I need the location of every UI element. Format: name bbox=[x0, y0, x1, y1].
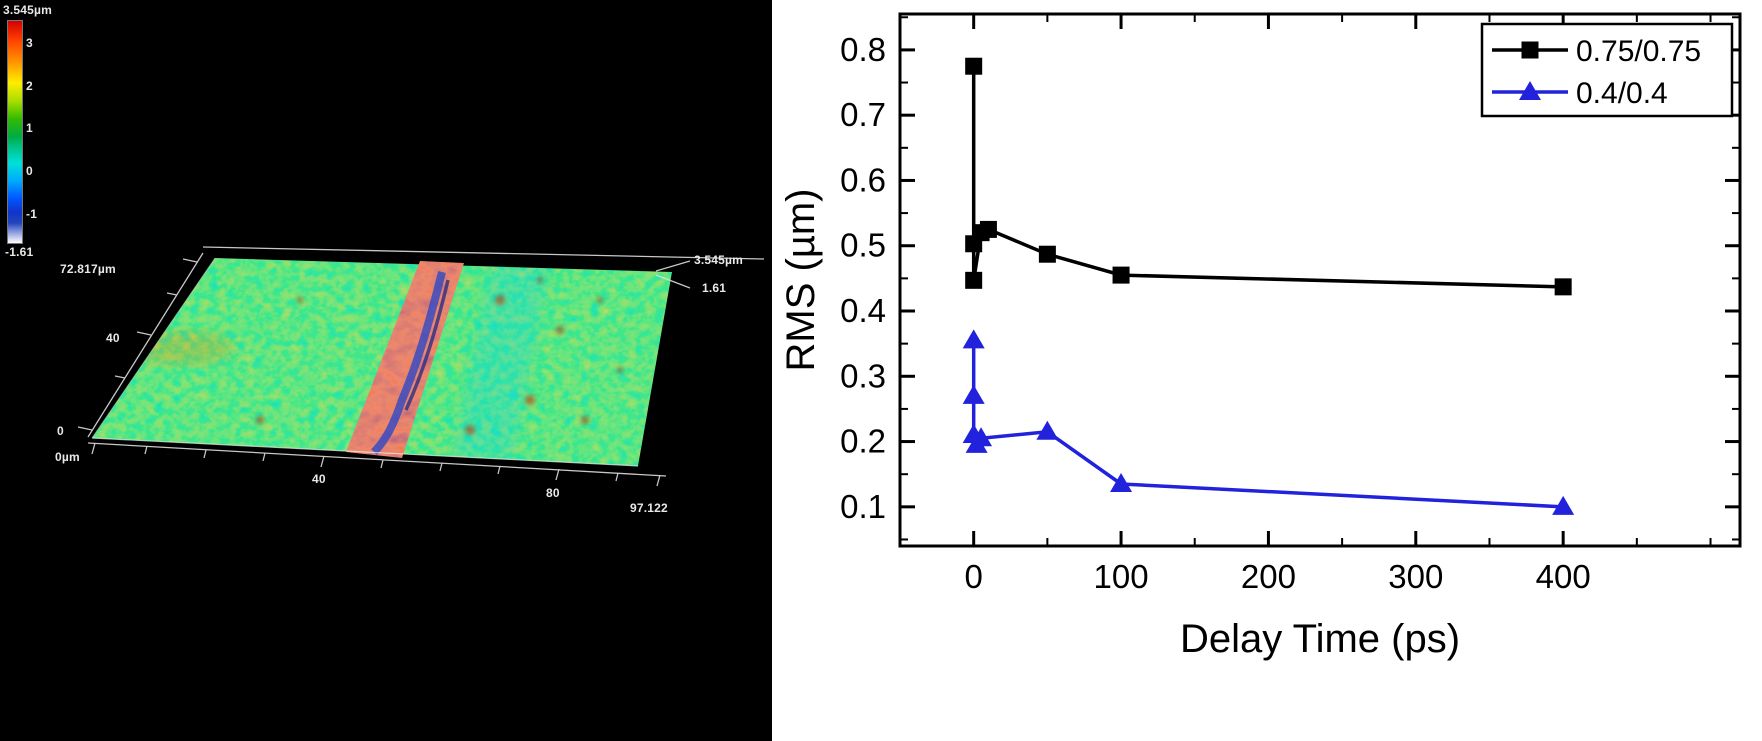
x-tick-label: 200 bbox=[1241, 558, 1296, 595]
y-tick-label: 0.4 bbox=[840, 292, 886, 329]
rms-vs-delay-chart: 0 100 200 300 400 0.1 0.2 0.3 0.4 0.5 0.6 0.7 0.8 0.7… bbox=[779, 12, 1742, 661]
colorbar-tick: 2 bbox=[26, 79, 33, 93]
y-axis-zero-label: 0 bbox=[57, 424, 64, 438]
data-point bbox=[979, 220, 997, 238]
data-point bbox=[1110, 472, 1133, 492]
data-point bbox=[1554, 278, 1572, 296]
data-point bbox=[1038, 245, 1056, 263]
surface-plot-graphic bbox=[77, 246, 765, 487]
data-point bbox=[965, 57, 983, 75]
data-point bbox=[1036, 420, 1059, 440]
z-axis-mid-label: 1.61 bbox=[702, 281, 727, 295]
x-axis-title: Delay Time (ps) bbox=[1180, 617, 1460, 661]
x-axis-mid-label: 40 bbox=[312, 472, 326, 486]
debris-speckles bbox=[256, 277, 623, 435]
data-point bbox=[962, 384, 985, 404]
y-axis-max-label: 72.817µm bbox=[60, 262, 116, 276]
y-tick-label: 0.7 bbox=[840, 96, 886, 133]
x-axis-80-label: 80 bbox=[546, 486, 560, 500]
data-point bbox=[965, 271, 983, 289]
y-tick-label: 0.8 bbox=[840, 31, 886, 68]
x-tick-label: 300 bbox=[1388, 558, 1443, 595]
colorbar-tick: -1 bbox=[26, 207, 38, 221]
legend-marker bbox=[1521, 41, 1539, 59]
x-axis-max-label: 97.122 bbox=[630, 501, 668, 515]
legend-label: 0.75/0.75 bbox=[1576, 35, 1701, 68]
y-axis-title: RMS (µm) bbox=[779, 188, 823, 371]
data-point bbox=[962, 329, 985, 349]
surface-topography-panel: 3.545µm 3 2 1 0 -1 -1.61 72.817µm 40 0 0… bbox=[0, 0, 772, 741]
y-tick-label: 0.3 bbox=[840, 357, 886, 394]
data-point bbox=[1552, 495, 1575, 515]
colorbar-tick: 3 bbox=[26, 36, 33, 50]
x-tick-label: 400 bbox=[1536, 558, 1591, 595]
legend-label: 0.4/0.4 bbox=[1576, 77, 1668, 110]
y-axis-mid-label: 40 bbox=[106, 331, 120, 345]
legend-box bbox=[1480, 22, 1734, 118]
x-tick-label: 0 bbox=[965, 558, 983, 595]
x-axis-zero-label: 0µm bbox=[55, 450, 80, 464]
data-point bbox=[970, 427, 993, 447]
axis-lines bbox=[77, 246, 765, 487]
colorbar-min-label: -1.61 bbox=[5, 245, 34, 259]
y-tick-label: 0.1 bbox=[840, 488, 886, 525]
legend-marker bbox=[1519, 81, 1541, 100]
x-tick-label: 100 bbox=[1094, 558, 1149, 595]
colorbar-tick: 0 bbox=[26, 164, 33, 178]
y-tick-label: 0.6 bbox=[840, 161, 886, 198]
y-tick-label: 0.2 bbox=[840, 423, 886, 460]
colorbar-gradient bbox=[7, 20, 23, 244]
rms-chart-panel: 0 100 200 300 400 0.1 0.2 0.3 0.4 0.5 0.6 0.7 0.8 0.7… bbox=[772, 0, 1762, 741]
data-point bbox=[1112, 266, 1130, 284]
colorbar-max-label: 3.545µm bbox=[3, 3, 53, 17]
y-tick-label: 0.5 bbox=[840, 227, 886, 264]
colorbar-tick: 1 bbox=[26, 121, 33, 135]
z-axis-max-label: 3.545µm bbox=[694, 253, 744, 267]
